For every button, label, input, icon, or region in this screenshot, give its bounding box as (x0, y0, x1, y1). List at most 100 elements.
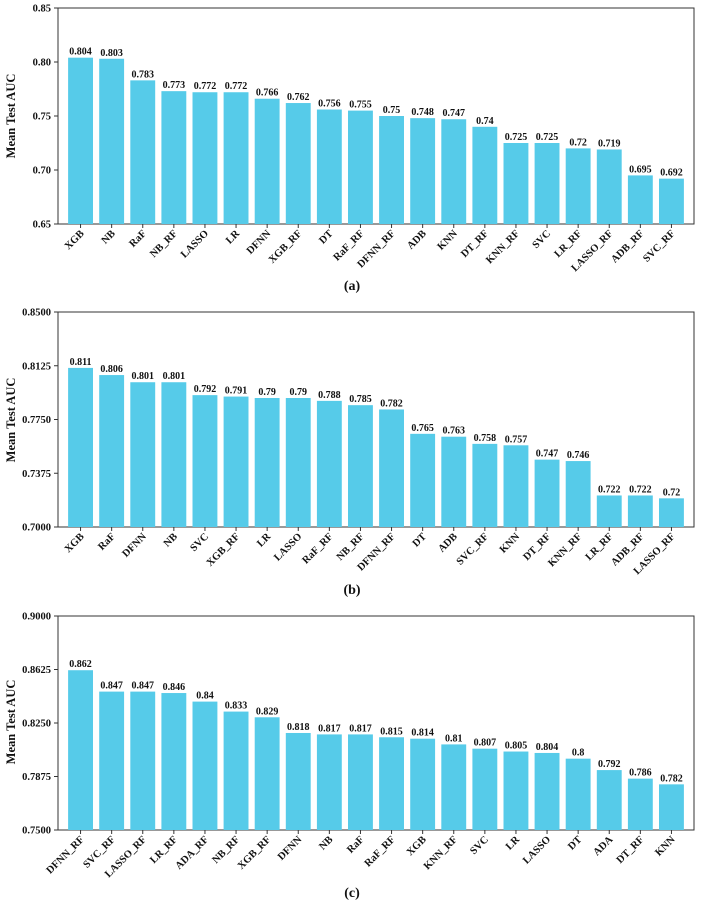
bar-DFNN_RF (379, 116, 404, 224)
x-tick-label: DT_RF (615, 834, 647, 866)
bar-XGB_RF (285, 103, 311, 224)
bar-value-label: 0.757 (505, 434, 528, 445)
x-tick-label: LR (224, 228, 242, 246)
x-tick-label: ADB_RF (609, 228, 646, 265)
bar-value-label: 0.786 (629, 768, 652, 779)
bar-KNN (659, 784, 684, 830)
bar-value-label: 0.747 (536, 449, 559, 460)
bar-NB (316, 734, 342, 830)
bar-RaF (348, 734, 373, 830)
y-axis-label: Mean Test AUC (4, 378, 18, 463)
bar-value-label: 0.758 (474, 433, 497, 444)
bar-value-label: 0.847 (100, 681, 123, 692)
bar-value-label: 0.788 (318, 390, 341, 401)
bar-LR (503, 751, 529, 830)
y-tick-label: 0.7875 (22, 772, 51, 783)
x-tick-label: LR (255, 531, 273, 549)
y-tick-label: 0.75 (33, 112, 51, 123)
bar-value-label: 0.725 (536, 132, 559, 143)
bar-SVC_RF (659, 178, 684, 224)
x-tick-label: SVC (531, 228, 554, 251)
x-tick-label: SVC (188, 531, 211, 554)
bar-value-label: 0.807 (474, 738, 497, 749)
x-tick-label: LR (504, 834, 522, 852)
bar-XGB_RF (254, 717, 280, 830)
x-tick-label: XGB_RF (236, 834, 273, 871)
bar-KNN_RF (503, 143, 529, 224)
bar-ADA (596, 770, 622, 830)
bar-value-label: 0.722 (629, 484, 652, 495)
bar-DFNN (254, 98, 280, 224)
bar-value-label: 0.847 (132, 681, 155, 692)
bar-value-label: 0.748 (411, 107, 434, 118)
y-tick-label: 0.70 (33, 166, 51, 177)
x-tick-label: RaF (127, 228, 148, 249)
y-tick-label: 0.8125 (22, 361, 51, 372)
bar-KNN_RF (565, 461, 591, 527)
x-tick-label: KNN (653, 834, 678, 859)
bar-value-label: 0.8 (572, 748, 585, 759)
bar-value-label: 0.765 (411, 423, 434, 434)
bar-value-label: 0.818 (287, 722, 310, 733)
y-tick-label: 0.7750 (22, 415, 51, 426)
bar-value-label: 0.695 (629, 164, 652, 175)
y-tick-label: 0.8625 (22, 665, 51, 676)
bar-RaF_RF (316, 400, 342, 527)
bar-value-label: 0.785 (349, 394, 372, 405)
x-tick-label: DFNN (120, 531, 149, 560)
y-axis-label: Mean Test AUC (4, 74, 18, 159)
x-tick-label: DFNN_RF (45, 834, 87, 876)
bar-DT_RF (534, 459, 560, 527)
bar-value-label: 0.801 (132, 371, 155, 382)
x-tick-label: DT (411, 531, 429, 549)
bar-value-label: 0.792 (598, 759, 621, 770)
y-tick-label: 0.80 (33, 58, 51, 69)
bar-XGB (68, 57, 93, 225)
x-tick-label: XGB_RF (205, 531, 242, 568)
bar-value-label: 0.846 (163, 682, 186, 693)
bar-DT (410, 433, 436, 527)
y-tick-label: 0.7500 (22, 826, 51, 837)
bar-value-label: 0.783 (132, 69, 155, 80)
bar-RaF_RF (348, 110, 373, 224)
bar-LR_RF (565, 148, 591, 224)
x-tick-label: DFNN (245, 228, 274, 257)
bar-value-label: 0.803 (100, 48, 123, 59)
bar-value-label: 0.772 (225, 81, 248, 92)
bar-value-label: 0.804 (536, 742, 559, 753)
x-tick-label: NB (317, 834, 335, 852)
bar-RaF_RF (379, 737, 404, 830)
bar-ADB (410, 118, 436, 224)
bar-value-label: 0.804 (69, 47, 92, 58)
panel-caption: (b) (343, 583, 360, 598)
bar-value-label: 0.806 (100, 364, 123, 375)
bar-LR_RF (161, 693, 187, 830)
bar-LR_RF (596, 495, 622, 527)
x-tick-label: NB_RF (148, 228, 180, 260)
x-tick-label: RaF (96, 531, 117, 552)
bar-ADA_RF (192, 701, 218, 830)
bar-LASSO_RF (596, 149, 622, 224)
x-tick-label: KNN_RF (546, 531, 584, 569)
x-tick-label: ADA_RF (174, 834, 211, 871)
bar-value-label: 0.766 (256, 88, 279, 99)
bar-value-label: 0.791 (225, 386, 248, 397)
bar-NB (99, 58, 125, 225)
x-tick-label: ADB (405, 228, 428, 251)
bar-value-label: 0.84 (196, 691, 214, 702)
bar-value-label: 0.746 (567, 450, 590, 461)
bar-value-label: 0.719 (598, 138, 621, 149)
x-tick-label: SVC_RF (641, 228, 677, 264)
bar-value-label: 0.722 (598, 484, 621, 495)
bar-value-label: 0.773 (163, 80, 186, 91)
bar-value-label: 0.817 (349, 723, 372, 734)
bar-value-label: 0.79 (258, 387, 276, 398)
bar-value-label: 0.792 (194, 384, 217, 395)
bar-value-label: 0.817 (318, 723, 341, 734)
panel-caption: (a) (344, 279, 361, 294)
bar-value-label: 0.829 (256, 706, 279, 717)
bar-value-label: 0.782 (380, 398, 403, 409)
bar-XGB (410, 738, 436, 830)
bar-RaF (99, 375, 125, 527)
x-tick-label: NB (100, 228, 118, 246)
